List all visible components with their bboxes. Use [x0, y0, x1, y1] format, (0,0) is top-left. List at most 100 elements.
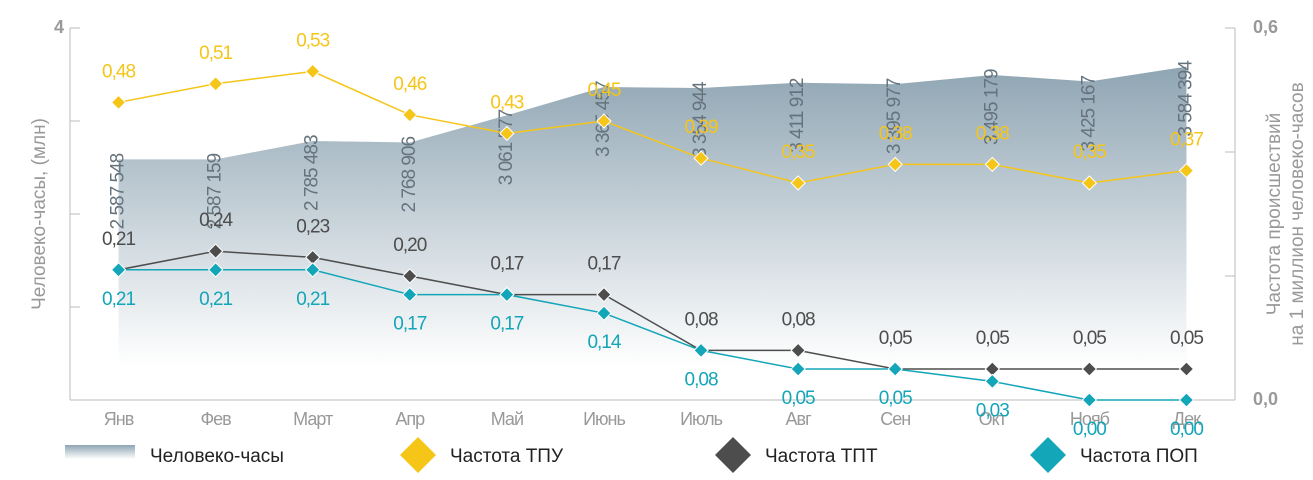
value-label: 0,17: [490, 254, 523, 275]
marker: [207, 262, 224, 278]
value-label: 0,35: [782, 142, 815, 163]
area-value-label: 2 587 159: [205, 153, 226, 229]
value-label: 0,38: [976, 123, 1009, 144]
value-label: 0,05: [1073, 328, 1106, 349]
value-label: 0,21: [199, 289, 232, 310]
legend-swatch: [65, 445, 135, 459]
value-label: 0,39: [685, 117, 718, 138]
value-label: 0,51: [199, 43, 232, 64]
marker: [693, 342, 709, 359]
legend-swatch: [400, 437, 436, 473]
value-label: 0,37: [1170, 130, 1203, 151]
y-axis-title: Человеко-часы, (млн): [29, 118, 50, 310]
marker: [693, 150, 709, 166]
value-label: 0,21: [296, 289, 329, 310]
line: [118, 70, 1187, 184]
x-tick-label: Апр: [395, 409, 425, 429]
legend-label: Частота ТПТ: [765, 446, 878, 467]
area-value-label: 3 354 944: [690, 81, 711, 158]
y2-tick-label: 0,0: [1253, 389, 1278, 409]
value-label: 0,05: [782, 388, 815, 409]
line: [118, 250, 1187, 370]
value-label: 0,43: [490, 92, 523, 113]
area: [118, 66, 1187, 400]
marker: [1081, 392, 1098, 408]
marker: [305, 262, 321, 278]
value-label: 0,20: [393, 235, 426, 256]
marker: [1178, 392, 1195, 408]
legend-label: Человеко-часы: [150, 446, 284, 467]
area-value-label: 3 495 179: [981, 69, 1002, 145]
y2-axis-title: на 1 миллион человеко-часов: [1287, 82, 1308, 345]
area-value-label: 3 395 977: [884, 78, 905, 154]
value-label: 0,08: [685, 309, 718, 330]
marker: [596, 305, 612, 321]
legend-swatch: [1030, 437, 1066, 473]
y-tick-label: 4: [54, 17, 64, 37]
area-value-label: 3 584 394: [1175, 60, 1196, 137]
x-tick-label: Фев: [200, 409, 231, 429]
y2-tick-label: 0,6: [1253, 17, 1278, 37]
marker: [499, 125, 515, 142]
x-tick-label: Июнь: [583, 409, 625, 429]
marker: [110, 94, 127, 111]
value-label: 0,23: [296, 216, 329, 237]
value-label: 0,00: [1073, 419, 1106, 440]
marker: [887, 361, 903, 377]
marker: [790, 342, 806, 359]
marker: [984, 373, 1000, 390]
value-label: 0,21: [102, 289, 135, 310]
value-label: 0,24: [199, 210, 233, 231]
y2-axis-title: Частота происшествий: [1264, 113, 1285, 316]
value-label: 0,17: [393, 314, 426, 335]
value-label: 0,05: [879, 328, 912, 349]
value-label: 0,05: [1170, 328, 1203, 349]
x-tick-label: Июль: [680, 409, 723, 429]
x-tick-label: Сен: [880, 409, 910, 429]
value-label: 0,53: [296, 30, 329, 51]
marker: [790, 361, 806, 377]
marker: [596, 286, 612, 303]
value-label: 0,08: [782, 309, 815, 330]
area-value-label: 3 061 577: [496, 109, 517, 185]
value-label: 0,35: [1073, 142, 1106, 163]
value-label: 0,45: [587, 80, 620, 101]
value-label: 0,17: [587, 254, 620, 275]
value-label: 0,46: [393, 74, 426, 95]
x-tick-label: Янв: [104, 409, 134, 429]
value-label: 0,21: [102, 229, 135, 250]
marker: [1081, 361, 1098, 377]
marker: [596, 113, 612, 129]
area-value-label: 2 587 548: [108, 153, 129, 229]
area-value-label: 2 768 906: [399, 137, 420, 213]
x-tick-label: Окт: [979, 409, 1007, 429]
marker: [305, 63, 321, 80]
marker: [207, 76, 224, 92]
value-label: 0,05: [976, 328, 1009, 349]
value-label: 0,03: [976, 400, 1009, 421]
legend-swatch: [715, 437, 751, 473]
marker: [499, 286, 515, 303]
marker: [984, 156, 1000, 173]
x-tick-label: Дек: [1173, 409, 1201, 429]
value-label: 0,08: [685, 369, 718, 390]
value-label: 0,48: [102, 61, 135, 82]
value-label: 0,14: [587, 332, 621, 353]
line: [118, 269, 1187, 401]
x-tick-label: Нояб: [1070, 409, 1110, 429]
marker: [402, 286, 418, 303]
marker: [1178, 162, 1195, 179]
marker: [887, 156, 903, 173]
marker: [207, 243, 224, 259]
value-label: 0,00: [1170, 419, 1203, 440]
area-value-label: 3 425 167: [1078, 76, 1099, 152]
value-label: 0,38: [879, 123, 912, 144]
x-tick-label: Авг: [786, 409, 813, 429]
area-value-label: 2 785 483: [302, 135, 323, 211]
legend-label: Частота ПОП: [1080, 446, 1198, 467]
marker: [402, 107, 418, 123]
value-label: 0,17: [490, 314, 523, 335]
marker: [790, 175, 806, 191]
value-label: 0,05: [879, 388, 912, 409]
